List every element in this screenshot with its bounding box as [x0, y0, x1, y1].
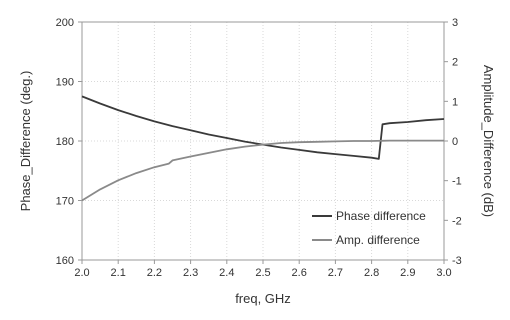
y-right-tick-label: -3: [452, 255, 462, 267]
y-right-axis-title: Amplitude_Difference (dB): [481, 65, 496, 217]
y-left-tick-label: 170: [56, 196, 74, 208]
legend: Phase difference Amp. difference: [312, 209, 426, 247]
series-layer: [81, 95, 445, 202]
x-tick-label: 2.1: [111, 267, 126, 279]
series-line-amp-difference: [81, 139, 444, 202]
x-tick-label: 2.6: [292, 267, 307, 279]
x-tick-label: 2.9: [400, 267, 415, 279]
y-right-tick-labels: -3 -2 -1 0 1 2 3: [452, 17, 462, 267]
x-tick-label: 2.2: [147, 267, 162, 279]
x-tick-label: 2.3: [183, 267, 198, 279]
series-line-phase-difference: [81, 95, 445, 160]
x-tick-label: 3.0: [436, 267, 451, 279]
y-right-tick-label: 0: [452, 136, 458, 148]
legend-label-amp: Amp. difference: [336, 233, 420, 247]
x-tick-label: 2.7: [328, 267, 343, 279]
y-right-tick-label: 1: [452, 96, 458, 108]
y-right-tick-label: 3: [452, 17, 458, 29]
x-tick-labels: 2.0 2.1 2.2 2.3 2.4 2.5 2.6 2.7 2.8 2.9 3.0: [74, 267, 451, 279]
x-axis-title: freq, GHz: [235, 291, 291, 306]
x-tick-label: 2.4: [219, 267, 234, 279]
y-left-tick-label: 190: [56, 77, 74, 89]
y-left-tick-label: 200: [56, 17, 74, 29]
y-left-tick-label: 180: [56, 136, 74, 148]
y-right-tick-label: -1: [452, 176, 462, 188]
y-left-tick-labels: 160 170 180 190 200: [56, 17, 74, 267]
y-right-tick-label: 2: [452, 57, 458, 69]
x-tick-label: 2.8: [364, 267, 379, 279]
y-left-axis-title: Phase_Difference (deg.): [18, 71, 33, 212]
x-tick-label: 2.5: [255, 267, 270, 279]
legend-label-phase: Phase difference: [336, 209, 426, 223]
y-left-tick-label: 160: [56, 255, 74, 267]
x-tick-label: 2.0: [74, 267, 89, 279]
y-right-tick-label: -2: [452, 215, 462, 227]
